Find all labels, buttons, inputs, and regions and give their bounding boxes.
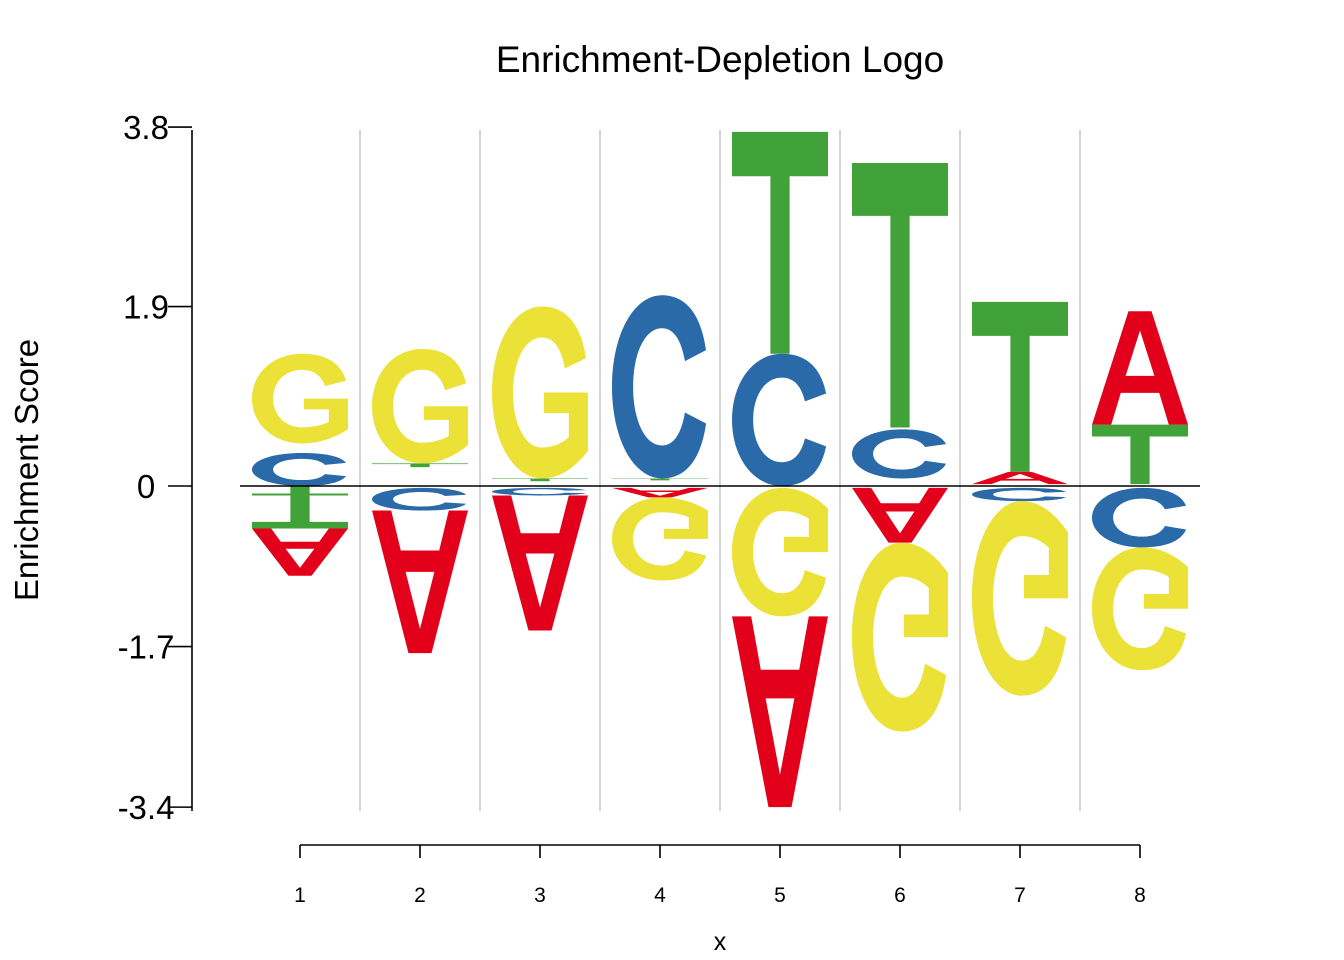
x-tick-label: 6: [894, 884, 906, 907]
x-tick-label: 2: [414, 884, 426, 907]
letter-c-glyph: [1092, 487, 1187, 548]
letter-c-glyph: [372, 487, 467, 511]
letter-c-glyph: [252, 452, 347, 486]
letter-g-glyph: [732, 487, 828, 617]
letter-g-glyph: [252, 353, 348, 444]
letter-g-glyph: [612, 497, 708, 581]
letter-c-glyph: [852, 429, 947, 479]
letter-a-glyph: [852, 487, 948, 543]
letter-a-glyph: [1092, 311, 1188, 425]
letter-a-glyph: [972, 471, 1068, 485]
letter-c-glyph: [492, 487, 587, 496]
letter-a-glyph: [372, 510, 468, 654]
letter-a-glyph: [252, 528, 348, 576]
letter-c-glyph: [612, 295, 707, 479]
letter-t-glyph: [372, 463, 468, 468]
letter-t-glyph: [972, 301, 1068, 472]
letter-g-glyph: [1092, 547, 1188, 671]
y-axis-label: Enrichment Score: [8, 339, 45, 601]
x-tick-label: 1: [294, 884, 306, 907]
letters: [252, 131, 1188, 808]
x-tick-label: 7: [1014, 884, 1026, 907]
letter-g-glyph: [372, 349, 468, 464]
letter-a-glyph: [492, 495, 588, 631]
y-axis: 3.8 1.9 0 -1.7 -3.4: [118, 109, 193, 826]
x-axis-label: x: [714, 928, 727, 956]
x-tick-label: 3: [534, 884, 546, 907]
letter-g-glyph: [972, 501, 1068, 696]
letter-c-glyph: [732, 353, 827, 486]
y-tick-label: 0: [137, 468, 155, 505]
letter-t-glyph: [492, 478, 588, 482]
letter-a-glyph: [612, 487, 708, 498]
x-tick-label: 8: [1134, 884, 1146, 907]
letter-t-glyph: [612, 478, 708, 481]
x-axis: 1 2 3 4 5 6 7 8: [294, 844, 1146, 907]
letter-t-glyph: [732, 131, 828, 354]
x-tick-label: 4: [654, 884, 666, 907]
y-tick-label: 3.8: [123, 109, 169, 146]
x-tick-label: 5: [774, 884, 786, 907]
letter-g-glyph: [492, 306, 588, 479]
y-tick-label: -3.4: [118, 789, 175, 826]
letter-t-glyph: [1092, 424, 1188, 485]
letter-a-glyph: [732, 616, 828, 808]
letter-t-glyph: [852, 162, 948, 428]
letter-g-glyph: [852, 542, 948, 732]
letter-t-glyph: [252, 495, 348, 529]
y-tick-label: -1.7: [118, 629, 175, 666]
letter-c-glyph: [972, 487, 1067, 502]
grid: [359, 130, 1081, 811]
chart-title: Enrichment-Depletion Logo: [496, 39, 944, 80]
y-tick-label: 1.9: [123, 289, 169, 326]
x-ticks: 1 2 3 4 5 6 7 8: [294, 845, 1146, 907]
y-ticks: 3.8 1.9 0 -1.7 -3.4: [118, 109, 192, 826]
letter-t-glyph: [252, 486, 348, 496]
